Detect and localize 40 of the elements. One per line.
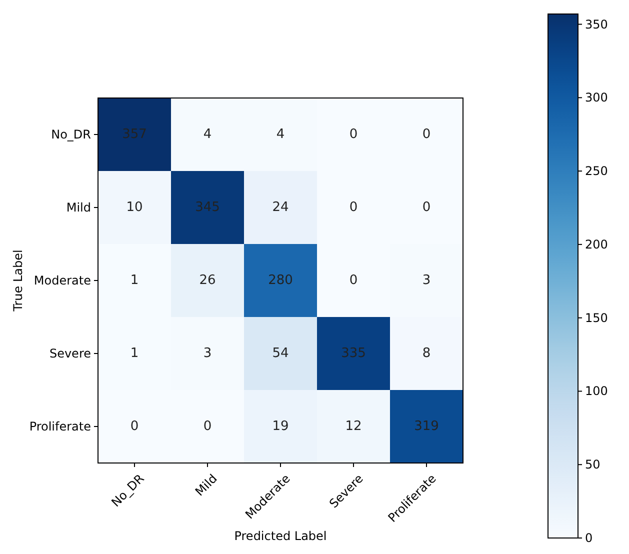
color-bar-label: 200	[585, 237, 608, 252]
data-label: 54	[272, 346, 289, 361]
y-tick-label: Moderate	[34, 274, 91, 288]
data-label: 3	[422, 273, 431, 288]
data-label: 4	[203, 127, 212, 142]
color-bar-label: 300	[585, 90, 608, 105]
y-axis-title: True Label	[11, 250, 25, 312]
data-label: 0	[203, 419, 212, 434]
data-label: 0	[130, 419, 139, 434]
data-label: 335	[341, 346, 366, 361]
data-label: 345	[195, 200, 220, 215]
data-label: 3	[203, 346, 212, 361]
data-label: 0	[349, 127, 358, 142]
data-label: 24	[272, 200, 289, 215]
color-bar-label: 350	[585, 17, 608, 32]
data-label: 26	[199, 273, 216, 288]
data-label: 357	[122, 127, 147, 142]
y-tick-label: No_DR	[51, 128, 91, 142]
y-tick-label: Proliferate	[29, 420, 91, 434]
color-bar-label: 0	[585, 531, 593, 545]
color-bar-label: 150	[585, 310, 608, 325]
y-tick-label: Mild	[66, 200, 91, 214]
data-label: 1	[130, 273, 139, 288]
data-label: 0	[422, 200, 431, 215]
data-label: 0	[349, 200, 358, 215]
data-label: 19	[272, 419, 289, 434]
data-label: 12	[345, 419, 362, 434]
data-label: 0	[422, 127, 431, 142]
color-bar-label: 50	[585, 458, 600, 472]
data-label: 319	[414, 419, 439, 434]
data-label: 10	[126, 200, 143, 215]
data-label: 280	[268, 273, 293, 288]
y-tick-label: Severe	[49, 346, 91, 360]
color-bar-label: 250	[585, 164, 608, 178]
data-label: 1	[130, 346, 139, 361]
data-label: 0	[349, 273, 358, 288]
color-bar-label: 100	[585, 384, 608, 398]
x-axis-title: Predicted Label	[234, 529, 327, 543]
data-label: 4	[276, 127, 285, 142]
data-label: 8	[422, 346, 431, 361]
